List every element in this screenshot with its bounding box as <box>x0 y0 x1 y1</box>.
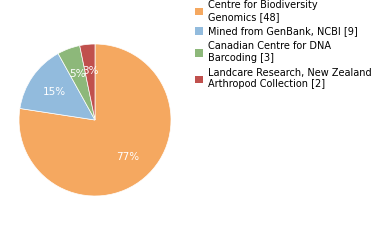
Wedge shape <box>19 44 171 196</box>
Legend: Centre for Biodiversity
Genomics [48], Mined from GenBank, NCBI [9], Canadian Ce: Centre for Biodiversity Genomics [48], M… <box>195 0 371 90</box>
Wedge shape <box>20 54 95 120</box>
Text: 15%: 15% <box>43 87 66 97</box>
Text: 3%: 3% <box>82 66 98 76</box>
Text: 77%: 77% <box>116 152 139 162</box>
Wedge shape <box>80 44 95 120</box>
Text: 5%: 5% <box>70 69 86 79</box>
Wedge shape <box>58 46 95 120</box>
